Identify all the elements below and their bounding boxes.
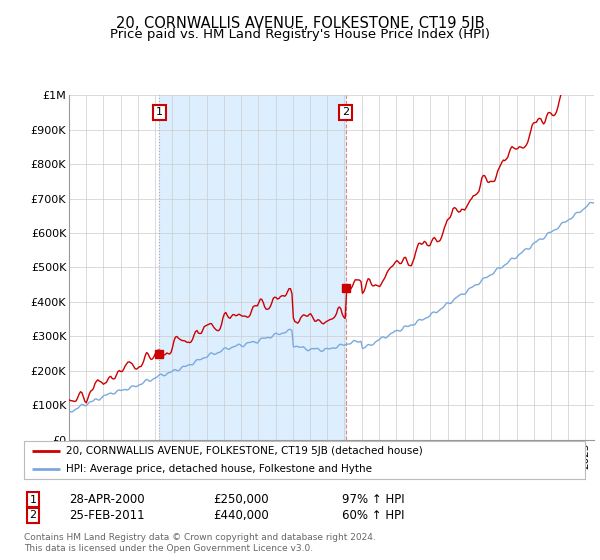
Text: 25-FEB-2011: 25-FEB-2011 <box>69 508 145 522</box>
Text: 2: 2 <box>342 108 349 118</box>
Text: 20, CORNWALLIS AVENUE, FOLKESTONE, CT19 5JB (detached house): 20, CORNWALLIS AVENUE, FOLKESTONE, CT19 … <box>66 446 423 456</box>
Text: 20, CORNWALLIS AVENUE, FOLKESTONE, CT19 5JB: 20, CORNWALLIS AVENUE, FOLKESTONE, CT19 … <box>116 16 484 31</box>
Text: 60% ↑ HPI: 60% ↑ HPI <box>342 508 404 522</box>
Text: 97% ↑ HPI: 97% ↑ HPI <box>342 493 404 506</box>
Text: 1: 1 <box>156 108 163 118</box>
Bar <box>160 95 346 440</box>
Text: £250,000: £250,000 <box>213 493 269 506</box>
Text: Contains HM Land Registry data © Crown copyright and database right 2024.
This d: Contains HM Land Registry data © Crown c… <box>24 533 376 553</box>
Text: Price paid vs. HM Land Registry's House Price Index (HPI): Price paid vs. HM Land Registry's House … <box>110 28 490 41</box>
Text: 28-APR-2000: 28-APR-2000 <box>69 493 145 506</box>
Text: 1: 1 <box>29 494 37 505</box>
Text: HPI: Average price, detached house, Folkestone and Hythe: HPI: Average price, detached house, Folk… <box>66 464 372 474</box>
Text: £440,000: £440,000 <box>213 508 269 522</box>
Text: 2: 2 <box>29 510 37 520</box>
